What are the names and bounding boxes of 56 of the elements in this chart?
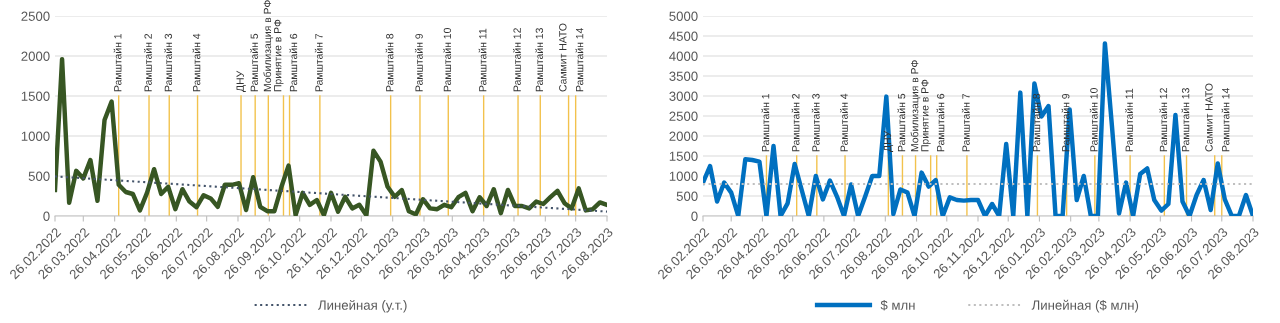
legend-label: Линейная (у.т.) <box>318 299 407 313</box>
ref-line-label: Рамштайн 12 <box>513 28 521 92</box>
ref-line-label: Рамштайн 10 <box>443 28 452 92</box>
y-tick-label: 4500 <box>669 31 698 41</box>
ref-line-label: Рамштайн 6 <box>289 33 298 92</box>
ref-line-label: Принятие в РФ <box>921 79 931 152</box>
ref-line-label: Рамштайн 1 <box>113 33 122 92</box>
ref-line-label: Рамштайн 5 <box>250 33 258 92</box>
y-tick-label: 2000 <box>21 51 50 61</box>
ref-line-label: Мобилизация в РФ <box>263 0 274 92</box>
ref-line-label: Рамштайн 14 <box>575 27 584 92</box>
ref-line-label: Рамштайн 9 <box>1061 93 1070 152</box>
y-tick-label: 2500 <box>669 111 698 121</box>
ref-line-label: Рамштайн 7 <box>961 93 970 152</box>
ref-line-label: Рамштайн 11 <box>478 28 487 92</box>
ref-line-label: Рамштайн 6 <box>936 93 945 152</box>
ref-line-label: Рамштайн 3 <box>164 33 173 92</box>
ref-line-label: Рамштайн 14 <box>1221 87 1230 152</box>
y-tick-label: 1000 <box>21 131 50 141</box>
ref-line-label: Саммит НАТО <box>1205 83 1213 152</box>
legend-label: Линейная ($ млн) <box>1031 299 1139 313</box>
y-tick-label: 0 <box>691 211 698 221</box>
ref-line-label: Саммит НАТО <box>559 23 567 92</box>
ref-line-label: Рамштайн 8 <box>385 33 394 92</box>
ref-line-label: Рамштайн 10 <box>1089 88 1098 152</box>
legend-label: $ млн <box>880 299 915 311</box>
y-tick-label: 0 <box>43 211 50 221</box>
ref-line-label: Рамштайн 13 <box>1181 88 1190 152</box>
ref-line-label: Рамштайн 7 <box>314 33 323 92</box>
y-tick-label: 1000 <box>669 171 698 181</box>
ref-line-label: Рамштайн 4 <box>192 33 201 92</box>
ref-line-label: Мобилизация в РФ <box>910 60 921 152</box>
ref-line-label: Рамштайн 2 <box>143 33 152 92</box>
ref-line-label: Рамштайн 8 <box>1032 93 1041 152</box>
y-tick-label: 500 <box>676 191 698 201</box>
ref-line-label: Рамштайн 2 <box>791 93 800 152</box>
ref-line-label: Рамштайн 9 <box>414 33 423 92</box>
y-tick-label: 4000 <box>669 51 698 61</box>
y-tick-label: 1500 <box>21 91 50 101</box>
y-tick-label: 1500 <box>669 151 698 161</box>
y-tick-label: 2000 <box>669 131 698 141</box>
ref-line-label: ДНУ <box>236 70 246 92</box>
y-tick-label: 3500 <box>669 71 698 81</box>
y-tick-label: 5000 <box>669 11 698 21</box>
ref-line-label: Рамштайн 3 <box>811 93 820 152</box>
y-tick-label: 2500 <box>21 11 50 21</box>
y-tick-label: 500 <box>28 171 50 181</box>
y-tick-label: 3000 <box>669 91 698 101</box>
ref-line-label: Рамштайн 13 <box>535 28 544 92</box>
ref-line-label: ДНУ <box>883 130 894 152</box>
ref-line-label: Рамштайн 12 <box>1159 88 1168 152</box>
ref-line-label: Рамштайн 1 <box>761 93 770 152</box>
ref-line-label: Принятие в РФ <box>274 19 284 92</box>
ref-line-label: Рамштайн 4 <box>840 93 848 152</box>
ref-line-label: Рамштайн 5 <box>897 93 906 152</box>
ref-line-label: Рамштайн 11 <box>1125 88 1133 152</box>
